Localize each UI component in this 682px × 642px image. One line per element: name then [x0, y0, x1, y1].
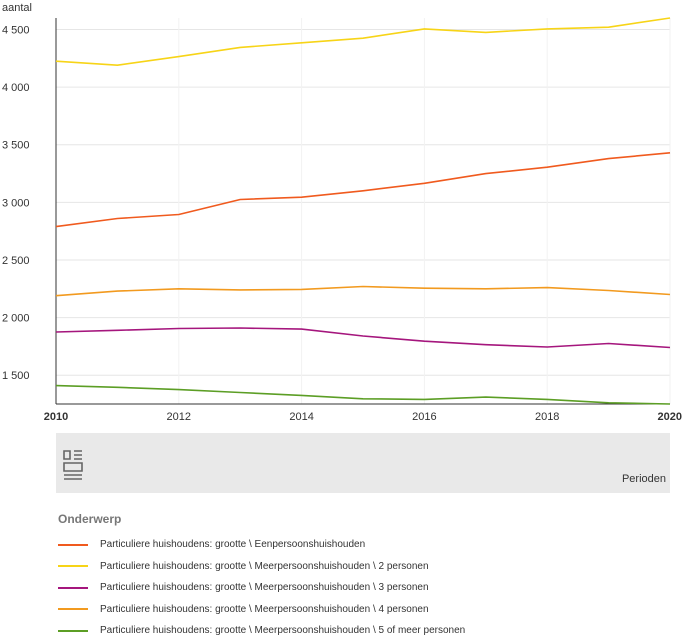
legend-label: Particuliere huishoudens: grootte \ Eenp…	[100, 539, 366, 551]
y-tick-label: 4 500	[2, 25, 30, 37]
legend-label: Particuliere huishoudens: grootte \ Meer…	[100, 560, 429, 572]
legend-swatch	[58, 608, 88, 611]
legend-label: Particuliere huishoudens: grootte \ Meer…	[100, 582, 429, 594]
legend: Onderwerp Particuliere huishoudens: groo…	[58, 512, 668, 642]
x-tick-label: 2010	[44, 411, 68, 423]
legend-swatch	[58, 543, 88, 546]
legend-item: Particuliere huishoudens: grootte \ Eenp…	[58, 534, 668, 556]
y-tick-label: 3 000	[2, 197, 30, 209]
legend-item: Particuliere huishoudens: grootte \ Meer…	[58, 599, 668, 621]
y-tick-label: 2 500	[2, 255, 30, 267]
cbs-logo	[63, 450, 83, 480]
x-tick-label: 2014	[289, 411, 313, 423]
y-tick-label: 3 500	[2, 140, 30, 152]
y-tick-label: 2 000	[2, 313, 30, 325]
x-axis-label: Perioden	[621, 473, 666, 485]
series-line-1	[55, 152, 671, 228]
x-tick-label: 2018	[535, 411, 559, 423]
series-line-3	[55, 327, 671, 349]
legend-swatch	[58, 629, 88, 632]
legend-swatch	[58, 586, 88, 589]
y-tick-label: 1 500	[2, 370, 30, 382]
legend-swatch	[58, 565, 88, 568]
legend-label: Particuliere huishoudens: grootte \ Meer…	[100, 603, 429, 615]
series-line-4	[55, 285, 671, 297]
x-tick-label: 2020	[658, 411, 682, 423]
series-line-5	[55, 384, 671, 405]
x-tick-label: 2012	[167, 411, 191, 423]
y-tick-label: 4 000	[2, 82, 30, 94]
legend-title: Onderwerp	[58, 512, 122, 526]
x-axis-band: Perioden	[56, 433, 670, 493]
legend-item: Particuliere huishoudens: grootte \ Meer…	[58, 577, 668, 599]
line-chart: 1 500 2 000 2 500 3 000 3 500 4 000 4 500 aanta…	[2, 2, 682, 423]
legend-item: Particuliere huishoudens: grootte \ Meer…	[58, 556, 668, 578]
y-axis-label: aantal	[2, 2, 32, 14]
legend-label: Particuliere huishoudens: grootte \ Meer…	[100, 625, 466, 637]
x-tick-label: 2016	[412, 411, 436, 423]
legend-item: Particuliere huishoudens: grootte \ Meer…	[58, 620, 668, 642]
series-line-2	[55, 17, 671, 66]
